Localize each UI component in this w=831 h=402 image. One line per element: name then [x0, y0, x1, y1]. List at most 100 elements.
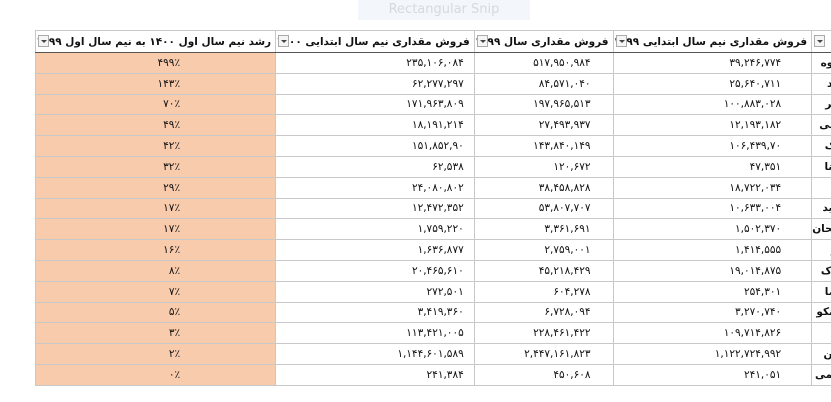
- value-cell: ۱,۱۴۴,۶۰۱,۵۸۹: [275, 343, 475, 365]
- header-row: نمادفروش مقداری نیم سال ابتدایی ۱۳۹۹فروش…: [34, 30, 831, 53]
- symbol-cell: دسبحان: [811, 218, 831, 241]
- value-cell: ۳,۳۶۱,۶۹۱: [473, 218, 614, 241]
- symbol-cell: دامین: [811, 343, 831, 365]
- value-cell: ۶۲,۲۷۷,۲۹۷: [275, 72, 475, 95]
- value-cell: ۱۷٪: [34, 197, 277, 220]
- value-cell: ۲,۴۴۷,۱۶۱,۸۲۳: [473, 343, 614, 365]
- value-cell: ۵٪: [34, 301, 277, 324]
- symbol-cell: داوه: [811, 322, 831, 345]
- value-cell: ۴۲٪: [34, 135, 277, 157]
- symbol-cell: دسانکو: [811, 301, 831, 324]
- value-cell: ۱۵۱,۸۵۲,۹۰: [275, 135, 475, 157]
- value-cell: ۱۲,۱۹۳,۱۸۲: [612, 114, 813, 137]
- value-cell: ۲,۷۵۹,۰۰۱: [473, 239, 614, 261]
- symbol-cell: دفرا: [811, 176, 831, 199]
- value-cell: ۸٪: [34, 259, 277, 282]
- value-cell: ۳٪: [34, 322, 277, 345]
- symbol-cell: درازک: [811, 259, 831, 282]
- value-cell: ۱۹,۰۱۴,۸۷۵: [612, 259, 813, 282]
- value-cell: ۲۳۵,۱۰۶,۰۸۴: [275, 52, 475, 74]
- value-cell: ۱۸,۱۹۱,۲۱۴: [275, 114, 475, 137]
- value-cell: ۳۲٪: [34, 155, 277, 178]
- column-header: فروش مقداری نیم سال ابتدایی ۱۳۹۹: [612, 30, 813, 53]
- value-cell: ۱۴۳,۸۴۰,۱۴۹: [473, 135, 614, 157]
- value-cell: ۲۲۸,۴۶۱,۴۲۲: [473, 322, 614, 345]
- value-cell: ۱۴۳٪: [34, 72, 277, 95]
- column-header: نماد: [811, 30, 831, 53]
- symbol-cell: دبالک: [811, 135, 831, 157]
- column-header: فروش مقداری نیم سال ابتدایی ۱۴۰۰: [275, 30, 475, 53]
- value-cell: ۱,۶۳۶,۸۷۷: [275, 239, 475, 261]
- symbol-cell: دشیمی: [811, 363, 831, 386]
- filter-button[interactable]: [814, 35, 826, 47]
- value-cell: ۱۰۰,۸۸۳,۰۲۸: [612, 93, 813, 116]
- sheet-table: نمادفروش مقداری نیم سال ابتدایی ۱۳۹۹فروش…: [34, 30, 831, 386]
- value-cell: ۷٪: [34, 280, 277, 303]
- symbol-cell: دتماد: [811, 72, 831, 95]
- symbol-cell: دلقما: [811, 280, 831, 303]
- value-cell: ۱۸,۷۲۲,۰۳۴: [612, 176, 813, 199]
- value-cell: ۶۲,۵۳۸: [275, 155, 475, 178]
- value-cell: ۲۴۱,۳۸۴: [275, 363, 475, 386]
- value-cell: ۰٪: [34, 363, 277, 386]
- value-cell: ۲۷۲,۵۰۱: [275, 280, 475, 303]
- value-cell: ۳,۴۱۹,۳۶۰: [275, 301, 475, 324]
- value-cell: ۴۹٪: [34, 114, 277, 137]
- value-cell: ۳۸,۴۵۸,۸۲۸: [473, 176, 614, 199]
- value-cell: ۴۵۰,۶۰۸: [473, 363, 614, 386]
- value-cell: ۱۷۱,۹۶۳,۸۰۹: [275, 93, 475, 116]
- value-cell: ۱,۱۲۲,۷۲۴,۹۹۲: [612, 343, 813, 365]
- filter-button[interactable]: [476, 35, 488, 47]
- value-cell: ۱۶٪: [34, 239, 277, 261]
- symbol-cell: دکیمی: [811, 114, 831, 137]
- symbol-cell: دسینا: [811, 155, 831, 178]
- value-cell: ۶۰۴,۲۷۸: [473, 280, 614, 303]
- value-cell: ۱۰,۶۳۳,۰۰۴: [612, 197, 813, 220]
- value-cell: ۱,۴۱۴,۵۵۵: [612, 239, 813, 261]
- value-cell: ۱۹۷,۹۶۵,۵۱۳: [473, 93, 614, 116]
- symbol-cell: دجابر: [811, 93, 831, 116]
- value-cell: ۴۷,۳۵۱: [612, 155, 813, 178]
- value-cell: ۲۷,۴۹۳,۹۳۷: [473, 114, 614, 137]
- table-row: دامین۱,۱۲۲,۷۲۴,۹۹۲۲,۴۴۷,۱۶۱,۸۲۳۱,۱۴۴,۶۰۱…: [34, 343, 831, 365]
- value-cell: ۵۳,۸۰۷,۷۰۷: [473, 197, 614, 220]
- filter-button[interactable]: [615, 35, 627, 47]
- value-cell: ۴۵,۲۱۸,۴۲۹: [473, 259, 614, 282]
- table-body: داسوه۳۹,۲۴۶,۷۷۴۵۱۷,۹۵۰,۹۸۴۲۳۵,۱۰۶,۰۸۴۴۹۹…: [34, 52, 831, 386]
- value-cell: ۲۵,۶۴۰,۷۱۱: [612, 72, 813, 95]
- symbol-cell: دارو: [811, 239, 831, 261]
- value-cell: ۴۹۹٪: [34, 52, 277, 74]
- column-header: فروش مقداری سال ۱۳۹۹: [473, 30, 614, 53]
- filter-button[interactable]: [38, 35, 49, 47]
- value-cell: ۶,۷۲۸,۰۹۴: [473, 301, 614, 324]
- value-cell: ۷۰٪: [34, 93, 277, 116]
- table-row: دجابر۱۰۰,۸۸۳,۰۲۸۱۹۷,۹۶۵,۵۱۳۱۷۱,۹۶۳,۸۰۹۷۰…: [34, 93, 831, 116]
- value-cell: ۱۰۹,۷۱۴,۸۲۶: [612, 322, 813, 345]
- filter-button[interactable]: [278, 35, 290, 47]
- value-cell: ۱۲,۴۷۲,۳۵۲: [275, 197, 475, 220]
- value-cell: ۳۹,۲۴۶,۷۷۴: [612, 52, 813, 74]
- value-cell: ۲۹٪: [34, 176, 277, 199]
- value-cell: ۲٪: [34, 343, 277, 365]
- value-cell: ۲۵۴,۳۰۱: [612, 280, 813, 303]
- value-cell: ۱,۷۵۹,۲۲۰: [275, 218, 475, 241]
- value-cell: ۱۱۳,۴۲۱,۰۰۵: [275, 322, 475, 345]
- symbol-cell: داسوه: [811, 52, 831, 74]
- value-cell: ۲۴,۰۸۰,۸۰۲: [275, 176, 475, 199]
- value-cell: ۲۰,۴۶۵,۶۱۰: [275, 259, 475, 282]
- value-cell: ۲۴۱,۰۵۱: [612, 363, 813, 386]
- table-row: داسوه۳۹,۲۴۶,۷۷۴۵۱۷,۹۵۰,۹۸۴۲۳۵,۱۰۶,۰۸۴۴۹۹…: [34, 52, 831, 74]
- symbol-cell: دتولید: [811, 197, 831, 220]
